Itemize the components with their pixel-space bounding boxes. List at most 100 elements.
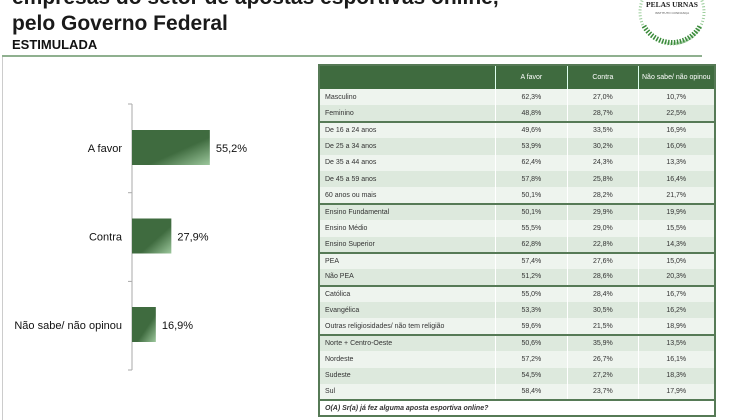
cell-value: 57,8%	[494, 170, 568, 188]
cell-value: 53,3%	[494, 302, 568, 319]
row-label: Católica	[319, 284, 495, 303]
row-label: 60 anos ou mais	[319, 187, 495, 204]
cell-value: 21,7%	[637, 187, 715, 204]
cell-value: 30,5%	[567, 302, 638, 319]
row-label: Ensino Fundamental	[319, 202, 495, 221]
cell-value: 22,5%	[637, 105, 715, 122]
cell-value: 23,7%	[567, 384, 638, 401]
cell-value: 16,2%	[637, 302, 715, 319]
data-label: 27,9%	[177, 232, 208, 244]
cell-value: 30,2%	[567, 138, 638, 155]
table-row: Sudeste 54,5% 27,2% 18,3%	[319, 367, 715, 385]
table-row: Católica 55,0% 28,4% 16,7%	[319, 284, 715, 303]
column-header: A favor	[494, 65, 568, 89]
page-title-line2: pelo Governo Federal	[12, 12, 228, 35]
row-label: De 45 a 59 anos	[319, 170, 495, 188]
cell-value: 62,3%	[494, 89, 568, 106]
cell-value: 16,7%	[637, 284, 715, 303]
cell-value: 19,9%	[637, 202, 715, 221]
row-label: Ensino Médio	[319, 220, 495, 237]
cell-value: 13,3%	[637, 154, 715, 171]
row-label: Ensino Superior	[319, 236, 495, 253]
cell-value: 16,9%	[637, 120, 715, 139]
cell-value: 27,6%	[567, 251, 638, 270]
cell-value: 14,3%	[637, 236, 715, 253]
data-label: 16,9%	[162, 320, 193, 332]
row-label: PEA	[319, 251, 495, 270]
cell-value: 15,5%	[637, 220, 715, 237]
cell-value: 13,5%	[637, 333, 715, 352]
row-label: Nordeste	[319, 351, 495, 368]
row-label: De 35 a 44 anos	[319, 154, 495, 171]
cell-value: 59,6%	[494, 318, 568, 335]
table-row: De 45 a 59 anos 57,8% 25,8% 16,4%	[319, 170, 715, 188]
cell-value: 33,5%	[567, 120, 638, 139]
bar	[132, 130, 210, 165]
cell-value: 51,2%	[494, 269, 568, 286]
cell-value: 26,7%	[567, 351, 638, 368]
cell-value: 58,4%	[494, 384, 568, 401]
svg-text:PELAS URNAS: PELAS URNAS	[646, 0, 698, 9]
row-label: Outras religiosidades/ não tem religião	[319, 318, 495, 335]
left-border	[2, 57, 3, 420]
table-row: De 35 a 44 anos 62,4% 24,3% 13,3%	[319, 154, 715, 171]
cell-value: 18,9%	[637, 318, 715, 335]
cell-value: 27,2%	[567, 367, 638, 385]
page-subtitle: ESTIMULADA	[12, 37, 98, 52]
cell-value: 53,9%	[494, 138, 568, 155]
table-row: Ensino Superior 62,8% 22,8% 14,3%	[319, 236, 715, 253]
column-header: Contra	[567, 65, 638, 89]
table-row: De 25 a 34 anos 53,9% 30,2% 16,0%	[319, 138, 715, 155]
cell-value: 57,4%	[494, 251, 568, 270]
cell-value: 22,8%	[567, 236, 638, 253]
cell-value: 49,6%	[494, 120, 568, 139]
category-label: Contra	[89, 232, 123, 244]
cell-value: 18,3%	[637, 367, 715, 385]
row-label: Evangélica	[319, 302, 495, 319]
table-row: Ensino Fundamental 50,1% 29,9% 19,9%	[319, 202, 715, 221]
cell-value: 17,9%	[637, 384, 715, 401]
cell-value: 27,0%	[567, 89, 638, 106]
cell-value: 50,6%	[494, 333, 568, 352]
data-label: 55,2%	[216, 143, 247, 155]
row-label: Norte + Centro-Oeste	[319, 333, 495, 352]
cell-value: 16,1%	[637, 351, 715, 368]
category-label: A favor	[88, 143, 123, 155]
table-row: Sul 58,4% 23,7% 17,9%	[319, 384, 715, 401]
svg-text:INSTITUTO CONFIANÇA: INSTITUTO CONFIANÇA	[655, 11, 689, 15]
cell-value: 50,1%	[494, 187, 568, 204]
table-row: 60 anos ou mais 50,1% 28,2% 21,7%	[319, 187, 715, 204]
cell-value: 54,5%	[494, 367, 568, 385]
table-row: Masculino 62,3% 27,0% 10,7%	[319, 89, 715, 106]
cell-value: 29,0%	[567, 220, 638, 237]
row-label: Sudeste	[319, 367, 495, 385]
cell-value: 10,7%	[637, 89, 715, 106]
column-header: Não sabe/ não opinou	[637, 65, 715, 89]
column-header	[319, 65, 495, 89]
table-row: Outras religiosidades/ não tem religião 5…	[319, 318, 715, 335]
cell-value: 25,8%	[567, 170, 638, 188]
pelas-urnas-logo: PELAS URNAS INSTITUTO CONFIANÇA	[638, 0, 706, 46]
cell-value: 29,9%	[567, 202, 638, 221]
table-row: Feminino 48,8% 28,7% 22,5%	[319, 105, 715, 122]
table-row: Evangélica 53,3% 30,5% 16,2%	[319, 302, 715, 319]
row-label: Masculino	[319, 89, 495, 106]
row-label: Sul	[319, 384, 495, 401]
row-label: De 25 a 34 anos	[319, 138, 495, 155]
bar	[132, 307, 156, 342]
header-divider	[2, 55, 702, 57]
table-row: Nordeste 57,2% 26,7% 16,1%	[319, 351, 715, 368]
cell-value: 21,5%	[567, 318, 638, 335]
crosstab-table: A favor Contra Não sabe/ não opinou Mascul…	[318, 64, 716, 418]
bar-chart: A favor 55,2% Contra 27,9% Não sabe/ não opi…	[14, 103, 247, 371]
cell-value: 28,2%	[567, 187, 638, 204]
cell-value: 15,0%	[637, 251, 715, 270]
cell-value: 55,0%	[494, 284, 568, 303]
cell-value: 55,5%	[494, 220, 568, 237]
cell-value: 62,4%	[494, 154, 568, 171]
table-row: Ensino Médio 55,5% 29,0% 15,5%	[319, 220, 715, 237]
category-label: Não sabe/ não opinou	[14, 320, 122, 332]
bar	[132, 218, 172, 254]
table-row: Norte + Centro-Oeste 50,6% 35,9% 13,5%	[319, 333, 715, 352]
cell-value: 50,1%	[494, 202, 568, 221]
